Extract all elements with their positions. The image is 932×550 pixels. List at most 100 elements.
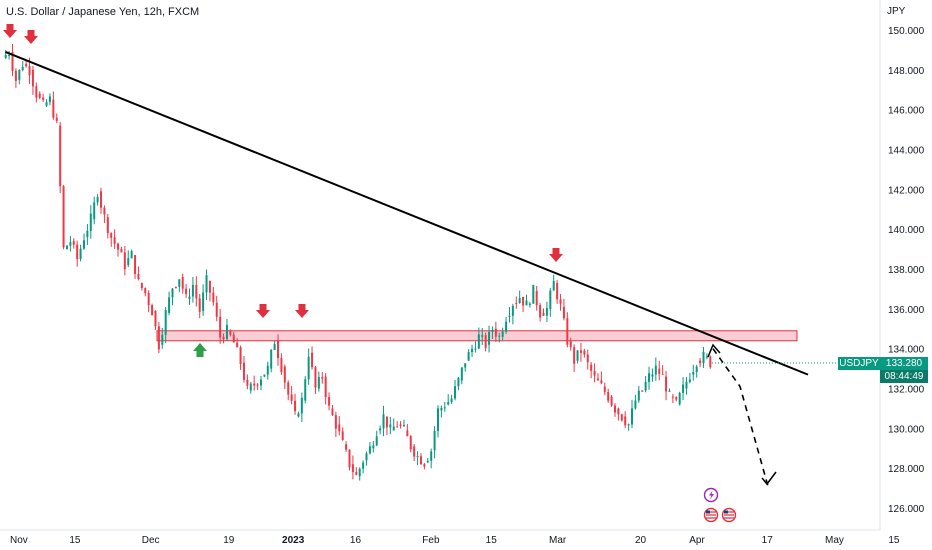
time-tick-label: 15 (486, 535, 498, 546)
candle-body (607, 391, 610, 401)
candle-body (569, 340, 572, 348)
candle-body (637, 390, 640, 401)
candle-body (307, 356, 310, 380)
candle-body (562, 306, 565, 319)
candle-body (89, 213, 92, 231)
candle-body (651, 374, 654, 377)
candle-body (215, 302, 218, 317)
candle-body (198, 298, 201, 312)
candle-body (539, 305, 542, 318)
candle-body (338, 424, 341, 432)
candle-body (191, 284, 194, 297)
down-arrow-marker[interactable] (24, 30, 38, 44)
candle-body (375, 436, 378, 446)
candle-body (685, 381, 688, 389)
candle-body (154, 310, 157, 327)
candle-body (38, 93, 41, 98)
candle-body (692, 372, 695, 375)
candle-body (147, 292, 150, 306)
candle-body (576, 350, 579, 361)
candle-body (688, 379, 691, 382)
candle-body (106, 217, 109, 234)
candle-body (423, 464, 426, 467)
time-tick-label: 15 (888, 535, 900, 546)
candle-body (242, 362, 245, 380)
candle-body (498, 335, 501, 337)
up-arrow-marker[interactable] (193, 343, 207, 357)
candle-body (100, 191, 103, 208)
candle-body (668, 390, 671, 392)
candle-body (134, 255, 137, 275)
candle-body (232, 334, 235, 343)
signal-markers (3, 24, 563, 357)
down-arrow-marker[interactable] (295, 304, 309, 318)
candle-body (648, 373, 651, 382)
time-tick-label: Dec (142, 535, 160, 546)
candle-body (368, 446, 371, 454)
candle-body (351, 464, 354, 473)
candle-body (256, 384, 259, 386)
candle-body (208, 280, 211, 293)
candle-body (488, 331, 491, 345)
resistance-zone[interactable] (156, 330, 798, 342)
candle-body (273, 344, 276, 350)
down-arrow-marker[interactable] (3, 24, 17, 38)
candle-body (440, 407, 443, 411)
candle-body (491, 329, 494, 332)
candle-body (164, 310, 167, 335)
candle-body (593, 370, 596, 376)
candle-body (586, 354, 589, 363)
candle-body (583, 350, 586, 355)
candle-body (559, 299, 562, 304)
down-arrow-marker[interactable] (256, 304, 270, 318)
candle-body (161, 334, 164, 345)
candle-body (620, 414, 623, 421)
candle-body (76, 244, 79, 260)
candle-body (460, 367, 463, 381)
time-tick-label: 2023 (282, 535, 305, 546)
down-arrow-marker[interactable] (549, 248, 563, 262)
candle-body (617, 408, 620, 415)
candle-body (416, 455, 419, 457)
candle-body (79, 248, 82, 260)
price-tick-label: 130.000 (888, 424, 925, 435)
candle-body (402, 425, 405, 427)
candle-body (419, 456, 422, 465)
candle-body (464, 363, 467, 368)
candle-body (508, 315, 511, 317)
candle-body (484, 335, 487, 348)
candle-body (433, 430, 436, 451)
candle-body (658, 368, 661, 374)
candle-body (263, 374, 266, 377)
candle-body (110, 233, 113, 238)
candle-body (239, 347, 242, 364)
price-tick-label: 144.000 (888, 146, 925, 157)
candle-body (665, 376, 668, 392)
candle-body (372, 445, 375, 449)
descending-trendline[interactable] (5, 50, 809, 376)
candle-body (55, 117, 58, 122)
candle-body (8, 54, 11, 56)
candle-body (675, 397, 678, 400)
symbol-tag: USDJPY (838, 357, 880, 370)
candle-body (140, 282, 143, 289)
candle-body (528, 303, 531, 305)
candle-body (48, 96, 51, 103)
candle-body (641, 390, 644, 392)
candle-body (59, 125, 62, 187)
projection-path[interactable] (712, 348, 769, 487)
candle-body (86, 230, 89, 238)
candle-body (45, 102, 48, 106)
candle-body (542, 312, 545, 316)
candle-body (249, 383, 252, 391)
candle-body (157, 326, 160, 350)
candle-body (219, 316, 222, 338)
candle-body (545, 308, 548, 316)
time-tick-label: Mar (549, 535, 567, 546)
candle-body (522, 296, 525, 306)
candle-body (21, 67, 24, 70)
candle-body (695, 366, 698, 373)
candle-body (11, 51, 14, 71)
candle-body (644, 381, 647, 391)
